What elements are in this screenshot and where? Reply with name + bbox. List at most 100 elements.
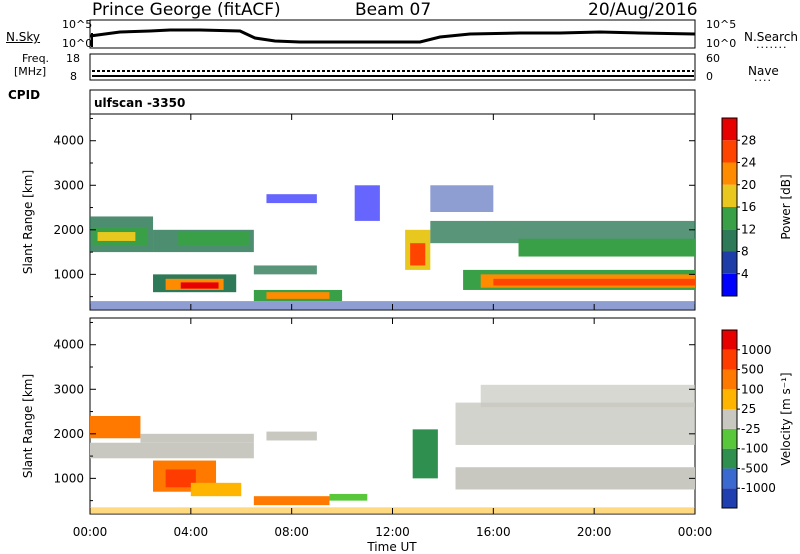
beam-title: Beam 07	[355, 0, 432, 20]
power-echo	[354, 185, 380, 221]
noise-tick-top: 10^5	[62, 18, 93, 31]
velocity-echo	[90, 442, 254, 459]
ylabel: Slant Range [km]	[21, 170, 35, 274]
power-echo	[430, 220, 695, 244]
power-echo	[493, 278, 695, 286]
velocity-echo	[253, 496, 330, 506]
power-echo	[430, 185, 494, 212]
nsearch-label: N.Search	[744, 30, 799, 44]
power-echo	[518, 238, 695, 257]
freq-label: Freq.	[22, 52, 50, 65]
colorbar-swatch	[722, 184, 737, 207]
ytick-label: 3000	[53, 382, 84, 396]
velocity-colorbar-tick-label: 1000	[741, 343, 772, 357]
nave-tick-bottom: 0	[706, 70, 713, 83]
velocity-colorbar-tick-label: 25	[741, 402, 756, 416]
nave-label: Nave	[748, 64, 779, 78]
velocity-echo	[329, 493, 368, 501]
velocity-colorbar-tick-label: -1000	[741, 481, 776, 495]
colorbar-swatch	[722, 229, 737, 252]
ytick-label: 1000	[53, 471, 84, 485]
velocity-colorbar-tick-label: -100	[741, 442, 768, 456]
xtick-label: 04:00	[174, 525, 209, 539]
power-colorbar-tick-label: 24	[741, 156, 756, 170]
velocity-echo	[455, 467, 695, 490]
colorbar-label: Power [dB]	[779, 174, 793, 239]
ytick-label: 2000	[53, 427, 84, 441]
colorbar-swatch	[722, 389, 737, 410]
noise-tick-bottom: 10^0	[62, 37, 93, 50]
colorbar-swatch	[722, 118, 737, 141]
colorbar-label: Velocity [m s⁻¹]	[779, 372, 793, 465]
xlabel: Time UT	[366, 540, 417, 554]
velocity-colorbar-tick-label: -500	[741, 461, 768, 475]
colorbar-swatch	[722, 162, 737, 185]
ytick-label: 3000	[53, 178, 84, 192]
velocity-colorbar-tick-label: 100	[741, 382, 764, 396]
power-echo	[266, 194, 317, 204]
colorbar-swatch	[722, 488, 737, 508]
power-colorbar-tick-label: 28	[741, 133, 756, 147]
xtick-label: 20:00	[577, 525, 612, 539]
ytick-label: 4000	[53, 338, 84, 352]
velocity-echo	[266, 431, 317, 441]
power-echo	[178, 232, 249, 246]
date-title: 20/Aug/2016	[588, 0, 698, 20]
colorbar-swatch	[722, 207, 737, 230]
power-colorbar-tick-label: 12	[741, 222, 756, 236]
power-colorbar-tick-label: 4	[741, 267, 749, 281]
colorbar-swatch	[722, 251, 737, 274]
velocity-echo	[165, 469, 196, 488]
colorbar-swatch	[722, 468, 737, 489]
power-echo	[180, 282, 219, 289]
xtick-label: 16:00	[476, 525, 511, 539]
colorbar-swatch	[722, 140, 737, 163]
ytick-label: 4000	[53, 134, 84, 148]
noise-right-tick-top: 10^5	[706, 18, 737, 31]
power-colorbar-tick-label: 16	[741, 200, 756, 214]
noise-right-tick-bottom: 10^0	[706, 37, 737, 50]
cpid-label: CPID	[8, 88, 41, 102]
xtick-label: 12:00	[375, 525, 410, 539]
station-title: Prince George (fitACF)	[92, 0, 281, 20]
velocity-echo	[455, 402, 695, 445]
velocity-colorbar-tick-label: -25	[741, 422, 761, 436]
nsky-label: N.Sky	[6, 30, 41, 44]
velocity-echo	[90, 416, 141, 439]
velocity-echo	[480, 384, 695, 408]
colorbar-swatch	[722, 428, 737, 449]
xtick-label: 00:00	[678, 525, 713, 539]
velocity-panel: 1000 2000 3000 4000 Slant Range [km]	[21, 317, 696, 515]
velocity-echo	[140, 433, 254, 443]
colorbar-swatch	[722, 448, 737, 469]
power-panel: 1000 2000 3000 4000 Slant Range [km]	[21, 113, 696, 311]
noise-panel	[89, 19, 696, 49]
xtick-label: 00:00	[73, 525, 108, 539]
power-colorbar-tick-label: 20	[741, 178, 756, 192]
colorbar-swatch	[722, 349, 737, 370]
velocity-echo	[412, 429, 438, 479]
colorbar-swatch	[722, 369, 737, 390]
colorbar-swatch	[722, 273, 737, 296]
colorbar-swatch	[722, 330, 737, 350]
power-echo	[253, 265, 317, 275]
power-echo	[410, 243, 426, 266]
power-echo	[266, 292, 330, 299]
nave-dots: ····	[754, 74, 772, 87]
freq-tick-top: 18	[66, 52, 80, 65]
cpid-value: ulfscan -3350	[94, 96, 186, 110]
noise-trace	[89, 28, 696, 44]
freq-tick-bottom: 8	[70, 70, 77, 83]
velocity-echo	[190, 482, 242, 497]
ytick-label: 2000	[53, 223, 84, 237]
freq-unit: [MHz]	[14, 65, 47, 78]
ylabel: Slant Range [km]	[21, 374, 35, 478]
colorbar-frame	[721, 329, 738, 509]
xtick-label: 08:00	[274, 525, 309, 539]
velocity-colorbar-tick-label: 500	[741, 363, 764, 377]
nave-tick-top: 60	[706, 52, 720, 65]
colorbar-swatch	[722, 409, 737, 429]
power-colorbar-tick-label: 8	[741, 245, 749, 259]
nsearch-dots: ·······	[756, 41, 788, 54]
